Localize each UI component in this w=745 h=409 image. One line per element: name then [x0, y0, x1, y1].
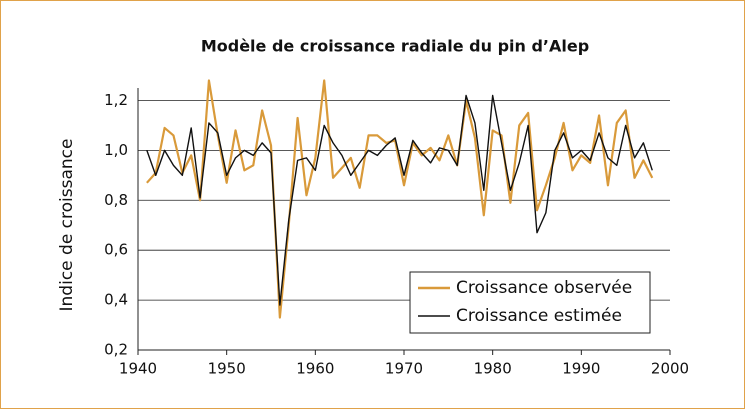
x-tick-label: 1970 — [385, 360, 423, 378]
x-tick-label: 1980 — [474, 360, 512, 378]
x-tick-label: 1960 — [296, 360, 334, 378]
x-tick-label: 1950 — [208, 360, 246, 378]
y-tick-label: 0,8 — [104, 191, 128, 209]
y-tick-label: 0,2 — [104, 341, 128, 359]
y-tick-label: 1,2 — [104, 91, 128, 109]
series-line — [146, 94, 653, 306]
legend-label: Croissance observée — [456, 278, 632, 298]
chart-title: Modèle de croissance radiale du pin d’Al… — [201, 37, 589, 56]
x-tick-label: 1990 — [562, 360, 600, 378]
legend-label: Croissance estimée — [456, 306, 622, 326]
legend-box — [409, 271, 651, 334]
y-tick-label: 1,0 — [104, 141, 128, 159]
x-tick-label: 2000 — [651, 360, 689, 378]
x-tick-label: 1940 — [119, 360, 157, 378]
y-axis-label: Indice de croissance — [57, 139, 77, 312]
y-tick-label: 0,6 — [104, 241, 128, 259]
y-tick-label: 0,4 — [104, 291, 128, 309]
